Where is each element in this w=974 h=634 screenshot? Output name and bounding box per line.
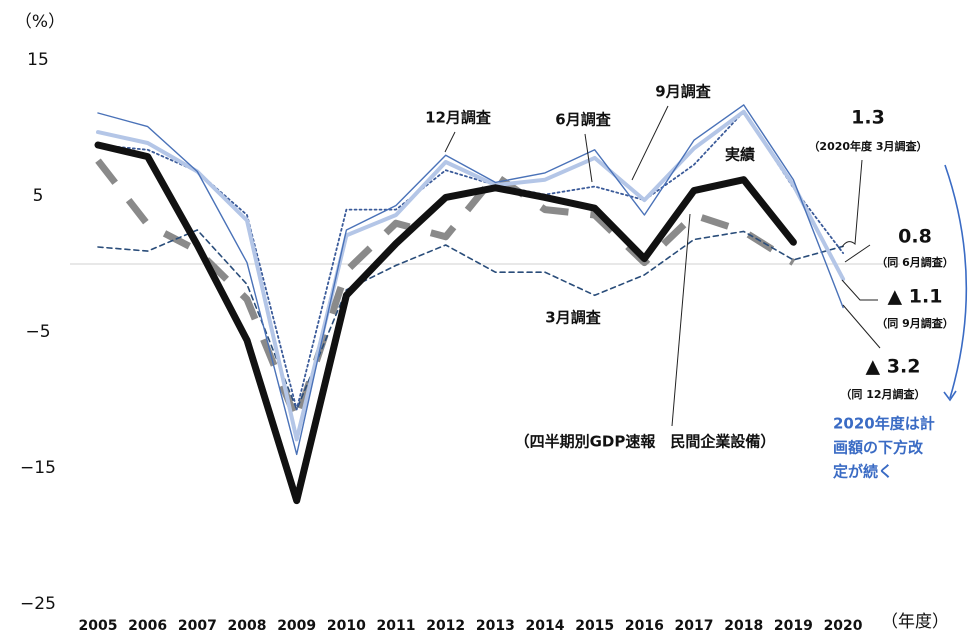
annotation: 1.3 bbox=[851, 107, 885, 129]
x-tick-label: 2020 bbox=[824, 618, 863, 634]
annotation: 0.8 bbox=[898, 226, 932, 248]
x-tick-label: 2006 bbox=[128, 618, 167, 634]
leader-line bbox=[671, 213, 691, 427]
x-tick-label: 2017 bbox=[675, 618, 714, 634]
series-line bbox=[97, 104, 844, 456]
note: 定が続く bbox=[833, 463, 893, 481]
y-tick-label: 5 bbox=[33, 186, 44, 206]
plot: −25 −15 −5 5 15 2005 2006 2007 2008 2009 2010 2011 2… bbox=[20, 50, 900, 634]
x-tick-label: 2009 bbox=[277, 618, 316, 634]
series-label: （四半期別GDP速報 民間企業設備） bbox=[515, 433, 776, 451]
x-tick-label: 2013 bbox=[476, 618, 515, 634]
leader-line bbox=[844, 244, 871, 263]
y-tick-label: −25 bbox=[20, 594, 56, 614]
annotation: （同 6月調査） bbox=[876, 255, 953, 269]
x-tick-label: 2018 bbox=[724, 618, 763, 634]
x-tick-label: 2014 bbox=[526, 618, 565, 634]
x-tick-label: 2007 bbox=[178, 618, 217, 634]
series-line bbox=[97, 229, 844, 411]
y-axis-label: （%） bbox=[15, 12, 65, 32]
note: 2020年度は計 bbox=[833, 415, 935, 433]
x-tick-label: 2012 bbox=[426, 618, 465, 634]
leader-line bbox=[841, 159, 863, 248]
x-tick-label: 2010 bbox=[327, 618, 366, 634]
x-tick-label: 2011 bbox=[377, 618, 416, 634]
leader-line bbox=[842, 304, 881, 349]
series-line bbox=[95, 158, 796, 424]
x-tick-label: 2005 bbox=[79, 618, 118, 634]
series-line bbox=[96, 109, 846, 442]
x-tick-label: 2015 bbox=[575, 618, 614, 634]
series-label: 実績 bbox=[725, 146, 755, 164]
y-tick-label: −15 bbox=[20, 458, 56, 478]
x-tick-label: 2016 bbox=[625, 618, 664, 634]
x-tick-label: 2019 bbox=[774, 618, 813, 634]
annotation: （2020年度 3月調査） bbox=[808, 139, 927, 153]
leader-line bbox=[631, 105, 669, 181]
note: 画額の下方改 bbox=[833, 439, 924, 457]
y-tick-label: 15 bbox=[27, 50, 49, 70]
x-axis-label: （年度） bbox=[881, 612, 949, 632]
leader-line bbox=[584, 133, 593, 183]
y-tick-label: −5 bbox=[25, 322, 50, 342]
series-label: 3月調査 bbox=[545, 309, 601, 327]
series-label: 12月調査 bbox=[425, 109, 492, 127]
annotation: ▲ 1.1 bbox=[888, 286, 943, 308]
x-tick-label: 2008 bbox=[228, 618, 267, 634]
arrow-head bbox=[943, 390, 957, 402]
annotation: ▲ 3.2 bbox=[866, 356, 921, 378]
series-label: 6月調査 bbox=[555, 111, 611, 129]
annotation: （同 12月調査） bbox=[840, 387, 925, 401]
bracket-arrow bbox=[944, 164, 968, 399]
series-line bbox=[94, 141, 797, 505]
leader-line bbox=[841, 279, 878, 301]
series-label: 9月調査 bbox=[655, 83, 711, 101]
annotation: （同 9月調査） bbox=[876, 316, 953, 330]
leader-line bbox=[444, 131, 456, 153]
